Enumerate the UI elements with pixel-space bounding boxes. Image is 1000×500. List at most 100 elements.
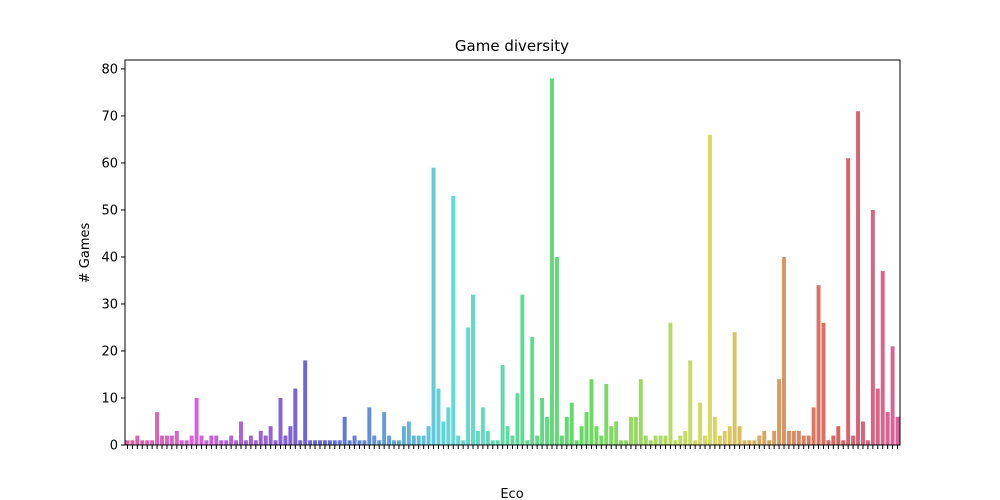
bar	[164, 435, 169, 445]
bar	[712, 416, 717, 445]
bar	[382, 412, 387, 445]
bar	[283, 435, 288, 445]
bar	[747, 440, 752, 445]
bar	[273, 440, 278, 445]
bar	[456, 435, 461, 445]
bar	[426, 426, 431, 445]
y-tick-label: 40	[101, 250, 118, 265]
bar	[392, 440, 397, 445]
bar	[851, 435, 856, 445]
bar	[318, 440, 322, 445]
bar	[145, 440, 150, 445]
bar	[130, 440, 135, 445]
bar	[870, 209, 875, 445]
bar	[485, 430, 490, 445]
bar	[475, 430, 480, 445]
bar	[263, 435, 268, 445]
bar	[801, 435, 806, 445]
bar	[155, 412, 160, 445]
bar	[540, 397, 545, 445]
bar	[436, 388, 441, 445]
bar	[367, 407, 372, 445]
chart-title: Game diversity	[455, 37, 569, 55]
bar	[362, 440, 367, 445]
bar	[500, 365, 505, 445]
bar	[545, 416, 550, 445]
bar	[140, 440, 145, 445]
bar	[604, 383, 609, 445]
bar	[579, 426, 584, 445]
bar	[490, 440, 495, 445]
y-tick-label: 30	[101, 297, 118, 312]
bar	[411, 435, 416, 445]
bar	[688, 360, 693, 445]
bar	[772, 430, 777, 445]
bar	[396, 440, 401, 445]
bar	[525, 440, 530, 445]
bar	[495, 440, 500, 445]
y-tick-label: 70	[101, 109, 118, 124]
y-tick-label: 80	[101, 62, 118, 77]
bar	[757, 435, 762, 445]
bar	[471, 294, 475, 445]
bar	[288, 426, 293, 445]
bar	[480, 407, 485, 445]
bar	[895, 416, 900, 445]
bar	[243, 440, 248, 445]
bar	[856, 111, 861, 445]
bar	[184, 440, 189, 445]
bar	[658, 435, 663, 445]
bar	[322, 440, 327, 445]
bar	[762, 430, 767, 445]
bar	[416, 435, 421, 445]
bar	[693, 440, 698, 445]
bar	[703, 435, 707, 445]
bar	[293, 388, 298, 445]
bar	[668, 322, 673, 445]
bar	[865, 440, 870, 445]
bar	[663, 435, 668, 445]
bar	[727, 426, 732, 445]
y-tick-label: 20	[101, 344, 118, 359]
bar	[574, 440, 579, 445]
bar	[609, 426, 614, 445]
bar	[624, 440, 629, 445]
bar	[742, 440, 747, 445]
bar	[160, 435, 164, 445]
y-tick-label: 50	[101, 203, 118, 218]
bar	[253, 440, 258, 445]
bar	[841, 440, 846, 445]
bar	[831, 435, 836, 445]
bar	[752, 440, 757, 445]
y-tick-label: 0	[110, 439, 118, 454]
bar	[594, 426, 599, 445]
y-tick-label: 10	[101, 391, 118, 406]
bar	[569, 402, 574, 445]
plot-frame	[124, 59, 901, 446]
bar	[189, 435, 194, 445]
bar	[875, 388, 880, 445]
bar	[431, 167, 436, 445]
bar	[505, 426, 510, 445]
y-axis-label: # Games	[78, 223, 93, 284]
bar	[653, 435, 658, 445]
bar	[372, 435, 377, 445]
bar	[169, 435, 174, 445]
bar	[619, 440, 624, 445]
bar	[599, 435, 604, 445]
bar	[836, 426, 841, 445]
bar	[451, 195, 456, 445]
bar	[648, 440, 653, 445]
bar	[248, 435, 253, 445]
bar	[214, 435, 219, 445]
bar	[204, 440, 209, 445]
bar	[520, 294, 525, 445]
bar	[816, 285, 821, 445]
bar	[806, 435, 811, 445]
bar	[150, 440, 155, 445]
bar	[589, 379, 594, 445]
bar	[298, 440, 303, 445]
bar	[174, 430, 179, 445]
bar	[737, 426, 742, 445]
bar	[633, 416, 638, 445]
